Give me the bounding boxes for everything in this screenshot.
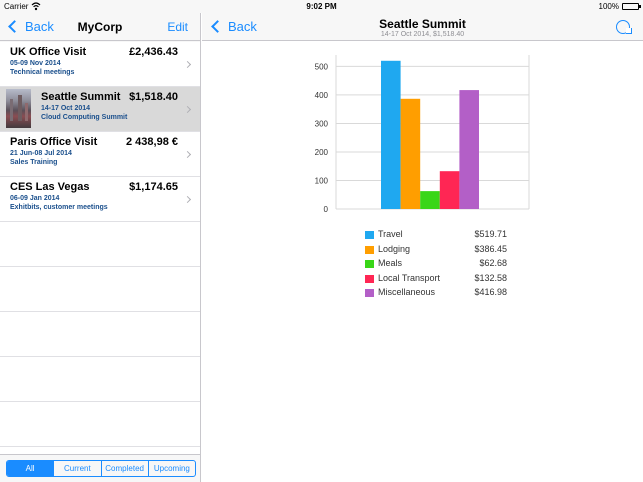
detail-back-label: Back [228,19,257,34]
y-tick-label: 0 [324,205,329,214]
chevron-right-icon [183,60,192,69]
trip-amount: 2 438,98 € [126,136,178,148]
y-tick-label: 400 [315,91,329,100]
filter-upcoming[interactable]: Upcoming [153,464,190,473]
legend-name: Miscellaneous [378,287,436,297]
legend-swatch [365,245,374,254]
trip-date: 21 Jun-08 Jul 2014 [10,150,72,157]
clock: 9:02 PM [306,2,337,11]
wifi-icon [31,2,41,11]
chart-legend: Travel $519.71 Lodging $386.45 Meals $62.68 Lo… [365,229,515,302]
empty-row [0,402,200,447]
empty-row [0,267,200,312]
legend-entry: Local Transport $132.58 [365,273,515,288]
filter-toolbar: All Current Completed Upcoming [0,454,200,482]
legend-swatch [365,231,374,239]
y-tick-label: 300 [315,119,329,128]
trip-title: CES Las Vegas [10,181,90,193]
trip-row[interactable]: CES Las Vegas $1,174.65 06-09 Jan 2014 Exhi… [0,177,200,222]
detail-navbar: Back Seattle Summit 14-17 Oct 2014, $1,5… [202,13,643,41]
bar-local-transport [439,171,460,209]
y-tick-label: 100 [315,176,329,185]
trip-date: 05-09 Nov 2014 [10,60,61,67]
legend-value: $132.58 [474,272,507,283]
battery-icon [622,3,641,10]
trip-row[interactable]: UK Office Visit £2,436.43 05-09 Nov 2014 Te… [0,42,200,87]
legend-name: Travel [378,229,403,239]
chevron-right-icon [183,150,192,159]
legend-entry: Meals $62.68 [365,258,515,273]
filter-all[interactable]: All [7,461,55,476]
trip-thumbnail [6,89,31,128]
y-tick-label: 500 [315,62,329,71]
trip-date: 14-17 Oct 2014 [41,105,91,112]
empty-row [0,312,200,357]
trip-list: UK Office Visit £2,436.43 05-09 Nov 2014 Te… [0,42,200,454]
filter-current[interactable]: Current [54,461,102,476]
legend-swatch [365,289,374,297]
detail-title: Seattle Summit [379,17,466,31]
trip-date: 06-09 Jan 2014 [10,195,60,202]
legend-name: Lodging [378,243,411,254]
master-navbar: Back MyCorp Edit [0,13,200,41]
bar-lodging [400,98,421,209]
legend-name: Local Transport [378,272,441,283]
empty-row [0,222,200,267]
trip-row[interactable]: Paris Office Visit 2 438,98 € 21 Jun-08 Ju… [0,132,200,177]
carrier-label: Carrier [4,2,29,11]
master-title: MyCorp [77,20,123,34]
legend-value: $519.71 [474,229,507,239]
legend-swatch [365,260,374,268]
chevron-right-icon [183,105,192,114]
trip-amount: £2,436.43 [129,46,178,58]
legend-entry: Travel $519.71 [365,229,515,244]
bar-meals [420,191,440,209]
legend-value: $62.68 [479,258,507,268]
detail-pane: Back Seattle Summit 14-17 Oct 2014, $1,5… [202,13,643,482]
status-bar: Carrier 9:02 PM 100% [0,0,643,13]
trip-subtitle: Cloud Computing Summit [41,114,128,121]
trip-title: UK Office Visit [10,46,87,58]
master-back-button[interactable]: Back [7,19,54,34]
detail-back-button[interactable]: Back [210,19,257,34]
trip-title: Seattle Summit [41,91,121,103]
trip-amount: $1,518.40 [129,91,178,103]
chevron-right-icon [183,195,192,204]
master-back-label: Back [25,19,54,34]
legend-name: Meals [378,258,403,268]
trip-subtitle: Exhitbits, customer meetings [10,204,108,211]
bar-miscellaneous [459,90,479,209]
edit-button[interactable]: Edit [167,20,188,34]
battery-percent: 100% [598,2,619,11]
trip-subtitle: Technical meetings [10,69,75,76]
legend-entry: Lodging $386.45 [365,244,515,259]
legend-value: $416.98 [474,287,507,297]
master-pane: Back MyCorp Edit UK Office Visit £2,436.4… [0,13,201,482]
legend-value: $386.45 [474,243,507,254]
filter-completed[interactable]: Completed [102,461,149,476]
y-tick-label: 200 [315,148,329,157]
filter-segmented-control: All Current Completed Upcoming [6,460,196,477]
refresh-icon[interactable] [616,20,632,34]
trip-title: Paris Office Visit [10,136,98,148]
trip-subtitle: Sales Training [10,159,58,166]
trip-row[interactable]: Seattle Summit $1,518.40 14-17 Oct 2014 Clo… [0,87,200,132]
detail-subtitle: 14-17 Oct 2014, $1,518.40 [380,31,465,38]
expense-bar-chart: 0 100 200 300 400 500 [315,55,530,214]
trip-amount: $1,174.65 [129,181,178,193]
bar-travel [381,60,401,209]
legend-entry: Miscellaneous $416.98 [365,287,515,302]
empty-row [0,357,200,402]
legend-swatch [365,274,374,283]
